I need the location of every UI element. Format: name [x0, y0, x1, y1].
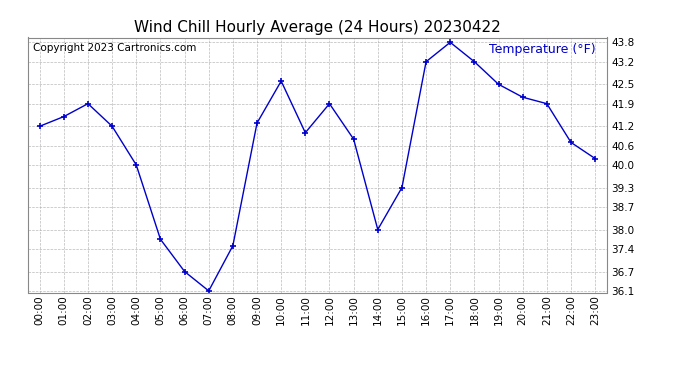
- Title: Wind Chill Hourly Average (24 Hours) 20230422: Wind Chill Hourly Average (24 Hours) 202…: [134, 20, 501, 35]
- Text: Copyright 2023 Cartronics.com: Copyright 2023 Cartronics.com: [33, 43, 197, 52]
- Text: Temperature (°F): Temperature (°F): [489, 43, 595, 56]
